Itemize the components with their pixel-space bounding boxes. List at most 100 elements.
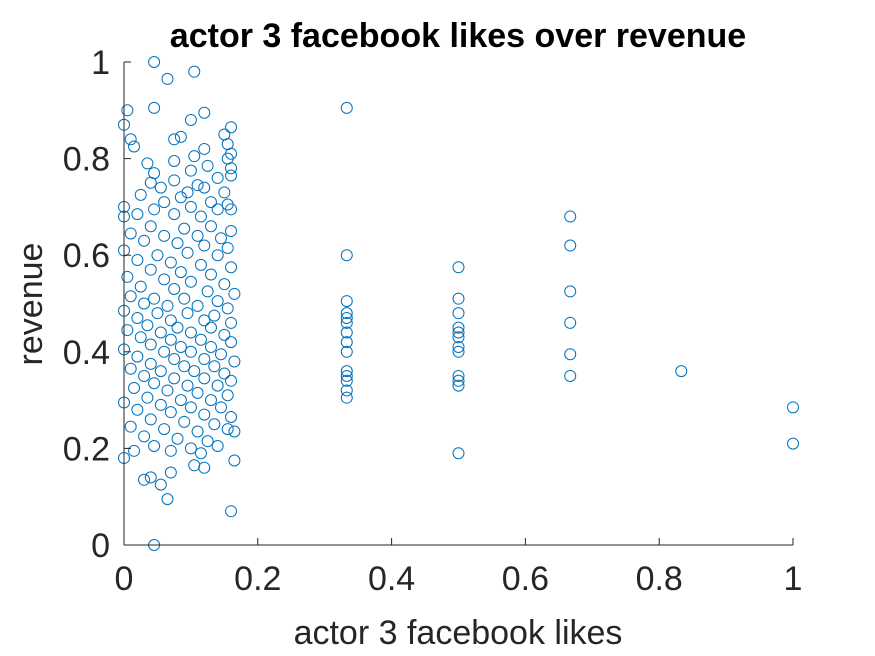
- data-point: [138, 369, 151, 382]
- data-point: [184, 275, 197, 288]
- data-point: [218, 186, 231, 199]
- data-point: [154, 365, 167, 378]
- data-point: [340, 384, 353, 397]
- data-point: [154, 326, 167, 339]
- data-point: [225, 411, 238, 424]
- data-point: [191, 299, 204, 312]
- y-tick-label: 0: [91, 527, 110, 565]
- data-point: [168, 174, 181, 187]
- data-point: [138, 473, 151, 486]
- data-point: [184, 164, 197, 177]
- data-point: [228, 287, 241, 300]
- data-point: [148, 101, 161, 114]
- data-point: [452, 340, 465, 353]
- data-point: [452, 326, 465, 339]
- data-point: [194, 258, 207, 271]
- data-point: [164, 256, 177, 269]
- data-point: [144, 338, 157, 351]
- data-point: [148, 203, 161, 216]
- data-point: [201, 285, 214, 298]
- data-point: [164, 444, 177, 457]
- data-point: [158, 345, 171, 358]
- y-tick-label: 0.6: [63, 237, 110, 275]
- data-point: [141, 319, 154, 332]
- data-point: [188, 459, 201, 472]
- data-point: [208, 418, 221, 431]
- data-point: [184, 326, 197, 339]
- data-point: [124, 290, 137, 303]
- data-point: [124, 420, 137, 433]
- data-point: [151, 249, 164, 262]
- data-point: [564, 285, 577, 298]
- data-point: [144, 357, 157, 370]
- data-point: [225, 374, 238, 387]
- data-point: [215, 348, 228, 361]
- data-point: [340, 249, 353, 262]
- data-point: [171, 321, 184, 334]
- y-axis-label: revenue: [12, 243, 50, 366]
- data-point: [131, 350, 144, 363]
- data-point: [198, 372, 211, 385]
- data-point: [198, 142, 211, 155]
- data-point: [452, 447, 465, 460]
- y-tick-label: 0.8: [63, 141, 110, 179]
- data-point: [340, 101, 353, 114]
- data-point: [225, 336, 238, 349]
- data-point: [201, 159, 214, 172]
- data-point: [215, 232, 228, 245]
- data-point: [148, 439, 161, 452]
- data-point: [184, 200, 197, 213]
- data-point: [198, 408, 211, 421]
- data-point: [148, 292, 161, 305]
- data-point: [164, 314, 177, 327]
- data-point: [452, 261, 465, 274]
- data-point: [151, 307, 164, 320]
- data-point: [194, 447, 207, 460]
- data-point: [128, 382, 141, 395]
- data-point: [178, 222, 191, 235]
- data-point: [174, 340, 187, 353]
- data-point: [168, 353, 181, 366]
- data-point: [218, 328, 231, 341]
- data-points: [118, 56, 799, 551]
- data-point: [184, 401, 197, 414]
- data-point: [225, 225, 238, 238]
- data-point: [204, 220, 217, 233]
- data-point: [121, 324, 134, 337]
- data-point: [174, 130, 187, 143]
- data-point: [191, 179, 204, 192]
- data-point: [144, 413, 157, 426]
- data-point: [340, 336, 353, 349]
- data-point: [211, 379, 224, 392]
- data-point: [204, 268, 217, 281]
- data-point: [158, 229, 171, 242]
- data-point: [204, 321, 217, 334]
- data-point: [188, 365, 201, 378]
- data-point: [452, 345, 465, 358]
- data-point: [452, 369, 465, 382]
- data-point: [174, 394, 187, 407]
- x-tick-label: 0.2: [234, 560, 281, 598]
- data-point: [211, 203, 224, 216]
- data-point: [194, 333, 207, 346]
- data-point: [128, 444, 141, 457]
- data-point: [181, 246, 194, 259]
- data-point: [158, 273, 171, 286]
- data-point: [181, 186, 194, 199]
- data-point: [225, 261, 238, 274]
- y-tick-label: 0.4: [63, 334, 110, 372]
- data-point: [198, 181, 211, 194]
- data-point: [134, 188, 147, 201]
- data-point: [198, 239, 211, 252]
- data-point: [144, 176, 157, 189]
- data-point: [564, 239, 577, 252]
- data-point: [221, 302, 234, 315]
- data-point: [124, 362, 137, 375]
- data-point: [228, 425, 241, 438]
- data-point: [340, 365, 353, 378]
- data-point: [144, 471, 157, 484]
- data-point: [452, 379, 465, 392]
- data-point: [134, 280, 147, 293]
- data-point: [144, 220, 157, 233]
- data-point: [340, 295, 353, 308]
